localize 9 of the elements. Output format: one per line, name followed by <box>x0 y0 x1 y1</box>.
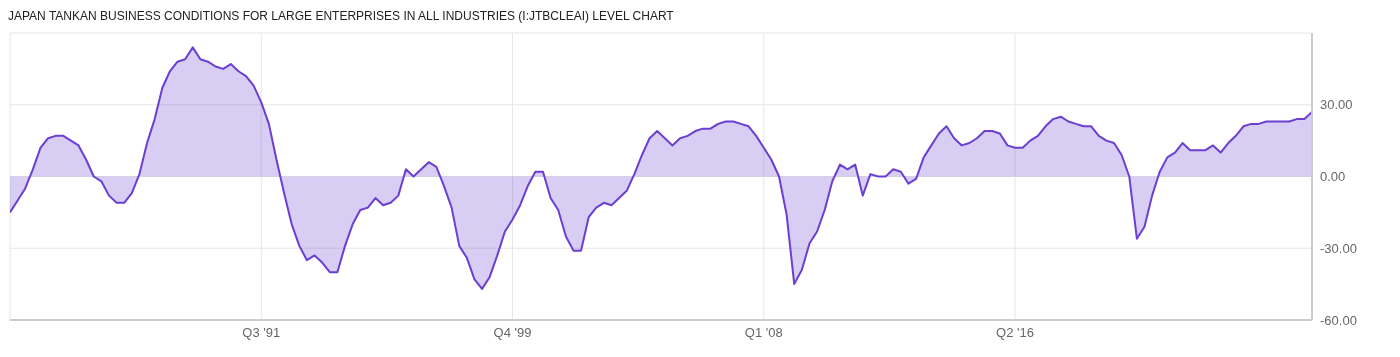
y-tick-label: -60.00 <box>1320 312 1357 328</box>
x-tick-label: Q1 '08 <box>744 325 783 341</box>
chart-title: JAPAN TANKAN BUSINESS CONDITIONS FOR LARGE ENTERPRISES IN ALL INDUSTRIES (I:JTBCLEAI) LEVEL CHART <box>8 8 675 25</box>
x-tick-label: Q2 '16 <box>996 325 1035 341</box>
y-tick-label: 0.00 <box>1320 169 1346 185</box>
y-tick-label: -30.00 <box>1320 240 1357 256</box>
x-tick-label: Q4 '99 <box>493 325 532 341</box>
x-tick-label: Q3 '91 <box>242 325 281 341</box>
y-tick-label: 30.00 <box>1320 97 1353 113</box>
